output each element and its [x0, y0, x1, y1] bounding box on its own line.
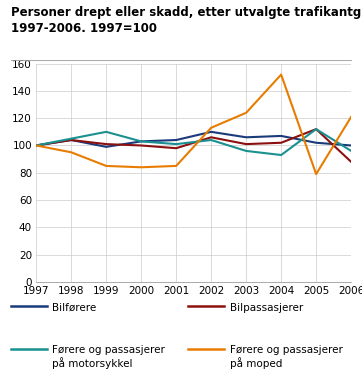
Text: Bilpassasjerer: Bilpassasjerer [230, 303, 303, 313]
Text: Personer drept eller skadd, etter utvalgte trafikantgrupper.
1997-2006. 1997=100: Personer drept eller skadd, etter utvalg… [11, 6, 362, 35]
Text: Førere og passasjerer
på moped: Førere og passasjerer på moped [230, 345, 343, 369]
Text: Bilførere: Bilførere [52, 303, 97, 313]
Text: Førere og passasjerer
på motorsykkel: Førere og passasjerer på motorsykkel [52, 345, 165, 369]
